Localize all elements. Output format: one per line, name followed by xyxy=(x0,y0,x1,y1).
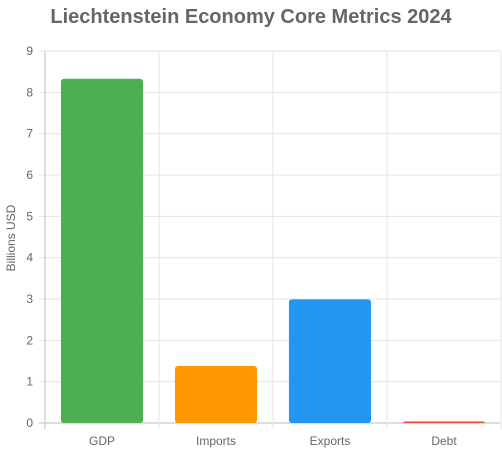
y-tick-label: 4 xyxy=(26,251,33,265)
y-tick-label: 2 xyxy=(26,333,33,347)
y-tick-label: 6 xyxy=(26,168,33,182)
bar-exports xyxy=(288,299,372,423)
y-tick-label: 5 xyxy=(26,209,33,223)
grid-lines xyxy=(39,50,502,429)
bar-gdp xyxy=(60,78,144,424)
y-axis-label: Billions USD xyxy=(4,204,18,271)
bars xyxy=(60,78,486,424)
y-tick-label: 9 xyxy=(26,44,33,58)
x-tick-label: Imports xyxy=(196,434,236,448)
y-tick-label: 3 xyxy=(26,292,33,306)
y-tick-label: 8 xyxy=(26,85,33,99)
x-tick-label: GDP xyxy=(89,434,115,448)
x-tick-label: Exports xyxy=(310,434,351,448)
bar-debt xyxy=(402,421,486,423)
y-tick-label: 0 xyxy=(26,416,33,430)
y-tick-label: 1 xyxy=(26,375,33,389)
x-tick-labels: GDP Imports Exports Debt xyxy=(89,434,457,448)
y-tick-label: 7 xyxy=(26,127,33,141)
bar-imports xyxy=(174,365,258,423)
y-tick-labels: 0 1 2 3 4 5 6 7 8 9 xyxy=(26,44,33,430)
chart-title: Liechtenstein Economy Core Metrics 2024 xyxy=(50,6,452,28)
x-tick-label: Debt xyxy=(431,434,457,448)
